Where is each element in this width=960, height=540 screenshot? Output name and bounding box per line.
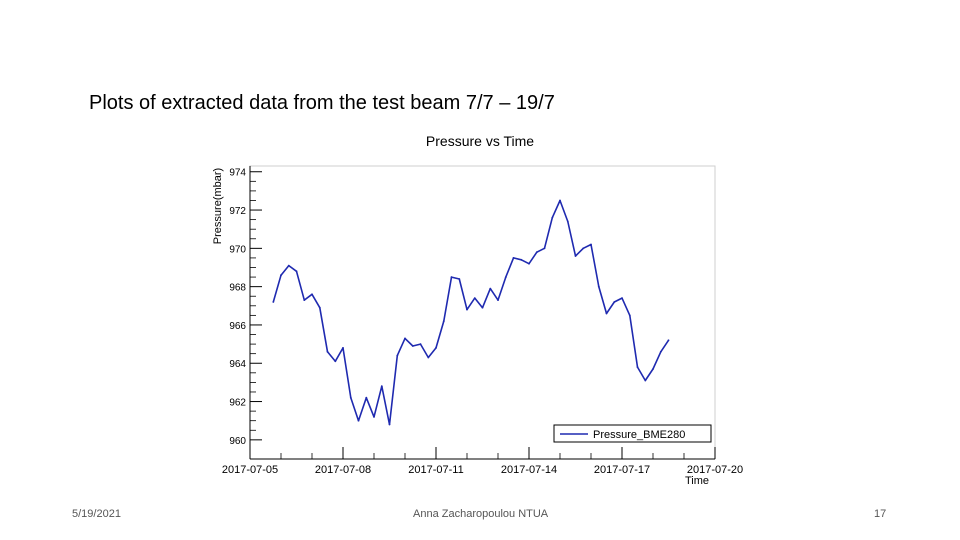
- data-point: [621, 297, 623, 299]
- data-point: [543, 247, 546, 250]
- y-tick-label: 960: [229, 436, 246, 447]
- data-point: [373, 416, 375, 418]
- y-tick-label: 966: [229, 321, 246, 332]
- y-tick-label: 974: [229, 168, 246, 179]
- data-point: [582, 247, 585, 250]
- data-point: [535, 251, 538, 254]
- chart-title: Pressure vs Time: [426, 133, 534, 149]
- tick-group: 960 962 964 966 968 970 972 974 2017-07-05 2017-0…: [222, 168, 743, 476]
- data-point: [520, 258, 523, 261]
- data-point: [411, 345, 414, 347]
- data-point: [435, 347, 437, 349]
- y-tick-label: 968: [229, 283, 246, 294]
- data-point: [659, 350, 662, 353]
- data-point: [551, 216, 554, 219]
- data-point: [427, 356, 430, 359]
- data-point: [466, 308, 468, 311]
- data-point: [357, 419, 360, 422]
- data-point: [419, 343, 422, 345]
- legend-entry: Pressure_BME280: [593, 429, 685, 441]
- page-number: 17: [874, 508, 887, 520]
- x-axis-label: Time: [685, 475, 709, 487]
- data-point: [272, 301, 275, 303]
- y-tick-label: 972: [229, 206, 246, 217]
- data-point: [566, 220, 569, 223]
- y-axis-label: Pressure(mbar): [212, 168, 224, 244]
- series-line-pressure: [272, 199, 670, 426]
- data-point: [628, 314, 631, 317]
- data-point: [318, 306, 321, 309]
- data-point: [613, 301, 616, 303]
- data-point: [311, 293, 313, 296]
- data-point: [667, 339, 670, 342]
- footer-author: Anna Zacharopoulou NTUA: [413, 508, 549, 520]
- y-tick-label: 970: [229, 244, 246, 255]
- x-tick-label: 2017-07-08: [315, 464, 371, 476]
- data-point: [528, 262, 530, 265]
- x-tick-label: 2017-07-14: [501, 464, 557, 476]
- data-point: [342, 347, 344, 349]
- data-point: [497, 299, 499, 301]
- data-point: [365, 396, 368, 399]
- y-tick-label: 962: [229, 398, 246, 409]
- x-tick-label: 2017-07-20: [687, 464, 743, 476]
- x-tick-label: 2017-07-17: [594, 464, 650, 476]
- data-point: [512, 257, 515, 259]
- data-point: [644, 379, 647, 382]
- data-point: [326, 350, 329, 353]
- data-point: [396, 354, 399, 357]
- data-point: [349, 396, 352, 399]
- data-point: [287, 264, 290, 267]
- data-point: [574, 255, 577, 257]
- data-point: [489, 287, 492, 290]
- axes: [249, 166, 715, 460]
- x-tick-label: 2017-07-11: [408, 464, 463, 476]
- data-point: [605, 312, 608, 315]
- data-point: [504, 276, 507, 278]
- data-point: [388, 423, 391, 426]
- data-point: [559, 199, 561, 202]
- data-point: [334, 360, 337, 363]
- data-point: [442, 320, 445, 322]
- pressure-chart: Pressure vs Time Pressure(mbar) Time 960…: [212, 133, 743, 487]
- data-point: [295, 270, 298, 273]
- data-point: [280, 274, 282, 277]
- data-point: [636, 366, 639, 368]
- data-point: [404, 337, 406, 340]
- data-point: [473, 297, 476, 299]
- data-point: [450, 276, 453, 278]
- y-tick-label: 964: [229, 359, 246, 370]
- x-tick-label: 2017-07-05: [222, 464, 278, 476]
- slide-title: Plots of extracted data from the test be…: [89, 92, 555, 114]
- data-point: [458, 278, 461, 280]
- plot-frame: [249, 165, 716, 460]
- data-point: [481, 306, 484, 309]
- footer-date: 5/19/2021: [72, 508, 121, 520]
- legend-box: [553, 424, 712, 443]
- data-point: [590, 243, 592, 246]
- legend: Pressure_BME280: [553, 424, 712, 443]
- series-layer: [272, 199, 670, 426]
- data-point: [597, 285, 600, 288]
- data-point: [303, 299, 306, 301]
- data-point: [652, 368, 654, 370]
- data-point: [380, 385, 383, 388]
